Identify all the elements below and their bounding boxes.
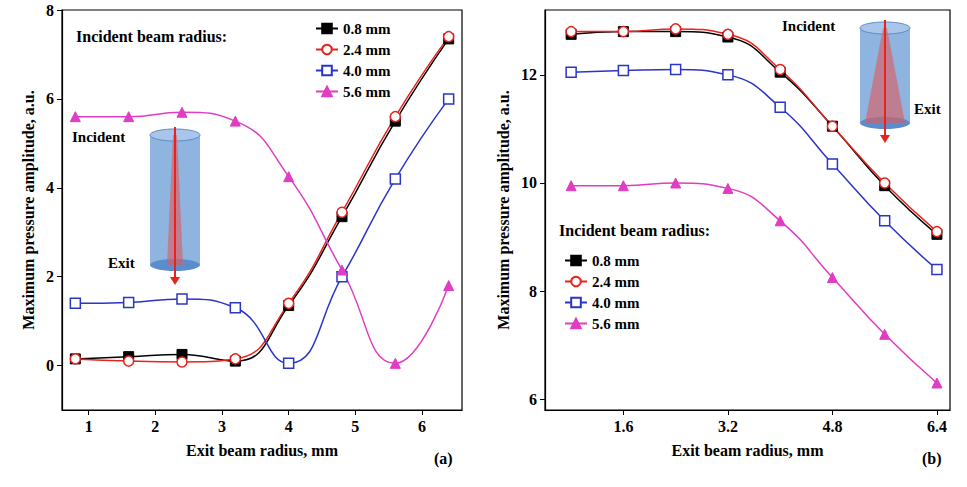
svg-text:Incident beam radius:: Incident beam radius:	[559, 222, 710, 239]
svg-text:5: 5	[351, 418, 359, 435]
svg-text:1: 1	[85, 418, 93, 435]
svg-text:4.0 mm: 4.0 mm	[592, 295, 640, 311]
svg-text:Maximum pressure amplitude, a.: Maximum pressure amplitude, a.u.	[495, 90, 513, 329]
svg-text:1.6: 1.6	[613, 418, 633, 435]
svg-text:Exit: Exit	[914, 101, 941, 117]
svg-text:6.4: 6.4	[927, 418, 947, 435]
svg-text:Exit beam radius, mm: Exit beam radius, mm	[672, 442, 825, 459]
svg-text:Incident: Incident	[72, 129, 125, 145]
svg-text:5.6 mm: 5.6 mm	[343, 84, 391, 100]
svg-text:6: 6	[418, 418, 426, 435]
svg-text:Exit: Exit	[108, 255, 135, 271]
svg-text:(b): (b)	[922, 450, 942, 468]
svg-text:6: 6	[46, 90, 54, 107]
svg-text:Maximum pressure amplitude, a.: Maximum pressure amplitude, a.u.	[20, 90, 38, 329]
svg-text:(a): (a)	[434, 450, 453, 468]
svg-text:0.8 mm: 0.8 mm	[592, 253, 640, 269]
svg-text:0.8 mm: 0.8 mm	[343, 21, 391, 37]
svg-text:2: 2	[151, 418, 159, 435]
svg-text:6: 6	[529, 391, 537, 408]
svg-text:0: 0	[46, 357, 54, 374]
svg-text:3.2: 3.2	[718, 418, 738, 435]
svg-text:Incident: Incident	[782, 18, 835, 34]
svg-text:10: 10	[521, 174, 537, 191]
svg-text:4.0 mm: 4.0 mm	[343, 63, 391, 79]
svg-text:8: 8	[46, 2, 54, 19]
svg-text:Exit beam radius, mm: Exit beam radius, mm	[186, 442, 339, 459]
svg-text:4: 4	[285, 418, 293, 435]
svg-text:Incident beam radius:: Incident beam radius:	[76, 28, 227, 45]
svg-text:2.4 mm: 2.4 mm	[343, 42, 391, 58]
svg-text:5.6 mm: 5.6 mm	[592, 316, 640, 332]
svg-text:2: 2	[46, 268, 54, 285]
svg-text:4: 4	[46, 179, 54, 196]
svg-text:12: 12	[521, 66, 537, 83]
svg-text:2.4 mm: 2.4 mm	[592, 274, 640, 290]
svg-text:8: 8	[529, 283, 537, 300]
svg-text:3: 3	[218, 418, 226, 435]
svg-text:4.8: 4.8	[822, 418, 842, 435]
